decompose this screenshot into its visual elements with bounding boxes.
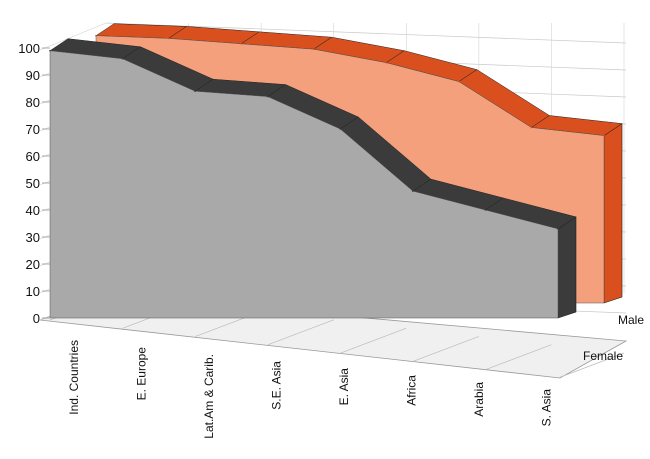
series-label-male: Male xyxy=(618,313,644,327)
data-point-female-e-asia xyxy=(339,128,342,130)
wall-gridline xyxy=(105,22,627,44)
x-axis: Ind. Countries E. Europe Lat.Am & Carib. S.… xyxy=(67,340,553,439)
x-tick-label-arabia: Arabia xyxy=(472,382,486,417)
data-point-female-ind-countries xyxy=(49,49,51,52)
data-point-female-africa xyxy=(412,190,414,192)
data-point-male-s-asia xyxy=(603,134,605,137)
y-tick-label: 10 xyxy=(26,284,40,299)
data-point-female-e-europe xyxy=(121,58,124,60)
y-tick-label: 90 xyxy=(26,68,40,83)
y-tick-label: 0 xyxy=(33,311,40,326)
floor-gridline xyxy=(485,344,552,371)
floor-gridline xyxy=(412,336,479,362)
side-gridline xyxy=(39,22,107,51)
x-tick-label-ind-countries: Ind. Countries xyxy=(67,340,81,415)
data-point-male-ind-countries xyxy=(95,34,97,37)
data-point-female-s-asia xyxy=(557,228,559,230)
data-point-female-s-e-asia xyxy=(266,95,269,98)
x-tick-label-s-e-asia: S.E. Asia xyxy=(269,361,283,410)
data-point-male-lat-am-carib xyxy=(240,43,242,45)
x-tick-label-s-asia: S. Asia xyxy=(539,389,553,427)
series-male-side xyxy=(603,123,623,304)
data-point-female-lat-am-carib xyxy=(194,90,196,92)
y-tick-label: 80 xyxy=(26,95,40,110)
y-tick-label: 50 xyxy=(26,176,40,191)
floor-gridline xyxy=(340,327,407,354)
x-tick-label-e-asia: E. Asia xyxy=(337,368,351,406)
x-tick-label-e-europe: E. Europe xyxy=(134,347,148,401)
data-point-male-e-europe xyxy=(167,37,170,40)
floor-gridline xyxy=(557,352,625,379)
y-tick-label: 30 xyxy=(26,230,40,245)
x-tick-label-lat-am-carib: Lat.Am & Carib. xyxy=(202,354,216,439)
series-female-side xyxy=(557,216,577,319)
data-point-female-arabia xyxy=(484,209,487,211)
y-tick-label: 70 xyxy=(26,122,40,137)
y-axis: 0 10 20 30 40 50 60 70 80 90 100 xyxy=(18,41,50,326)
floor-gridline xyxy=(267,319,334,346)
data-point-male-arabia xyxy=(530,126,533,129)
y-tick-label: 100 xyxy=(18,41,40,56)
data-point-male-e-asia xyxy=(385,61,388,64)
y-tick-label: 20 xyxy=(26,257,40,272)
series-group xyxy=(49,23,623,319)
x-tick-label-africa: Africa xyxy=(404,375,418,406)
series-label-female: Female xyxy=(583,349,623,363)
y-tick-label: 60 xyxy=(26,149,40,164)
series-axis: Male Female xyxy=(583,313,644,363)
data-point-male-africa xyxy=(458,80,460,83)
series-female xyxy=(49,38,577,319)
data-point-male-s-e-asia xyxy=(312,48,315,50)
y-tick-label: 40 xyxy=(26,203,40,218)
